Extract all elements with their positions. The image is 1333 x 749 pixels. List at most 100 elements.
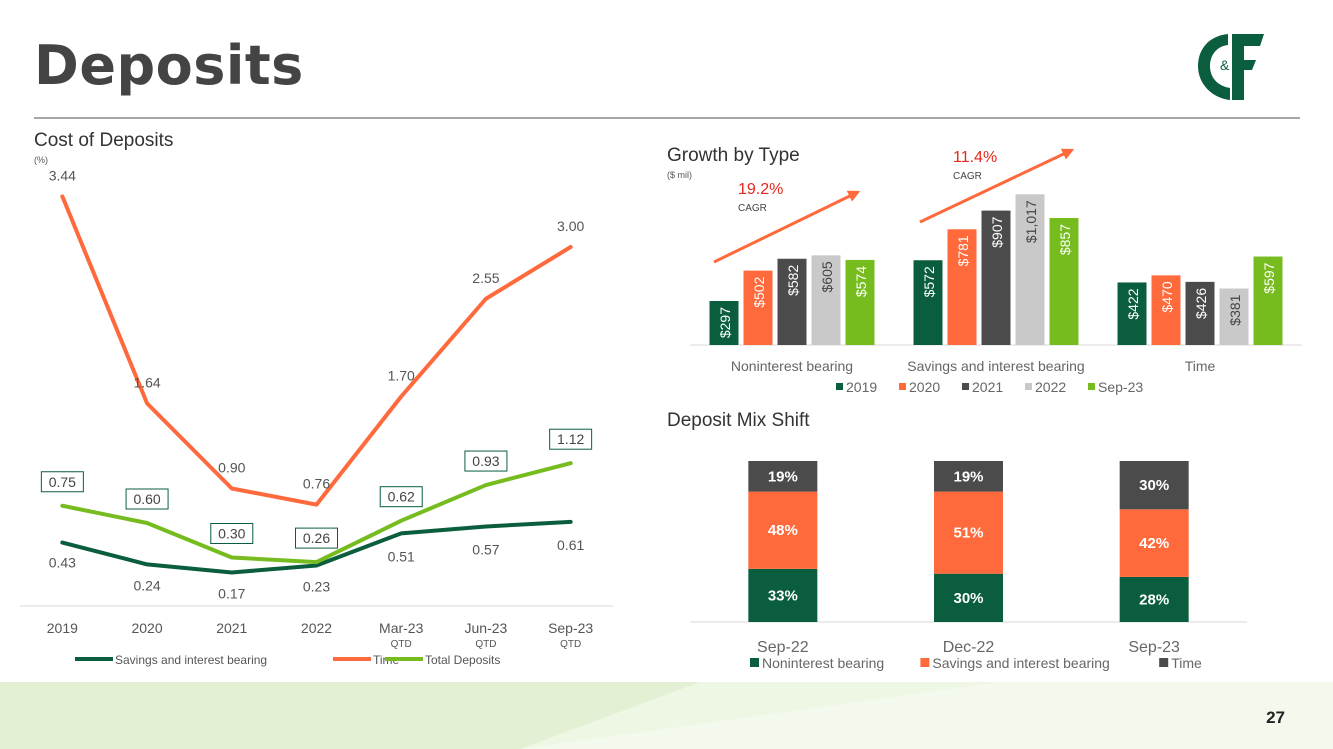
cagr-arrow [713,190,861,264]
cost-data-label: 0.43 [49,555,76,571]
growth-bar-label: $597 [1261,262,1277,293]
growth-bar [947,229,977,345]
growth-legend-swatch [1025,383,1032,390]
cost-total-label-box [464,450,508,472]
mix-category-label: Sep-22 [757,639,809,656]
growth-bar [811,255,841,345]
cost-x-tick-sublabel: QTD [475,639,496,650]
cagr-arrow [919,148,1075,224]
mix-category-label: Sep-23 [1128,639,1180,656]
mix-bar-segment [1119,509,1189,577]
growth-by-type-chart: $297 $502 $582 $605 $574 Noninterest bearing $… [690,148,1302,395]
mix-chart-title: Deposit Mix Shift [667,410,810,431]
mix-bar-segment [748,491,818,569]
growth-bar [777,258,807,345]
cost-data-label: 0.24 [133,577,160,593]
cost-data-label: 0.57 [472,541,499,557]
logo-c-shape [1198,34,1230,100]
growth-legend-swatch [962,383,969,390]
growth-legend-swatch [899,383,906,390]
page-number: 27 [1266,708,1285,727]
mix-segment-label: 19% [768,468,798,485]
cost-of-deposits-chart: 2019 2020 2021 2022 Mar-23 QTD Jun-23 QTD Sep-23… [20,167,613,667]
logo-f-shape [1232,34,1264,100]
cost-x-tick-label: 2021 [216,620,247,636]
cost-series-line-total-deposits [60,461,573,565]
company-logo: & [1198,34,1264,100]
growth-category-label: Time [1185,358,1216,374]
growth-bar [1253,256,1283,345]
mix-bar-segment [1119,576,1189,622]
cost-series-line-savings-and-interest-bearing [60,519,573,575]
growth-bar-label: $781 [955,235,971,266]
mix-segment-label: 30% [1139,477,1169,494]
growth-bar-label: $502 [751,276,767,307]
cost-data-label: 0.17 [218,585,245,601]
growth-bar [1049,218,1079,345]
cost-legend-label: Savings and interest bearing [115,653,267,667]
title-divider [34,117,1300,119]
growth-bar-label: $426 [1193,288,1209,319]
growth-bar-label: $572 [921,266,937,297]
growth-legend-label: 2019 [846,379,877,395]
cost-x-tick-label: 2019 [47,620,78,636]
mix-bar-segment [1119,461,1189,510]
growth-bar [1185,281,1215,345]
cost-total-label-box [210,523,254,544]
cost-chart-title: Cost of Deposits [34,130,174,151]
growth-bar-label: $574 [853,266,869,297]
footer-decoration [0,682,1333,749]
cost-total-label-box [40,471,84,493]
mix-legend-swatch [920,658,930,667]
mix-bar-segment [934,573,1003,622]
growth-bar-label: $470 [1159,281,1175,312]
cost-x-tick-label: 2022 [301,620,332,636]
mix-legend-label: Time [1171,655,1202,671]
growth-bar-label: $297 [717,307,733,338]
cost-data-label: 0.62 [388,489,415,505]
cost-x-tick-sublabel: QTD [391,639,412,650]
cost-data-label: 3.00 [557,218,584,234]
mix-segment-label: 48% [768,522,798,539]
mix-category-label: Dec-22 [943,639,995,656]
growth-legend-label: 2020 [909,379,940,395]
cost-data-label: 1.64 [133,374,160,390]
cost-total-label-box [549,428,593,450]
logo-ampersand: & [1220,57,1230,73]
growth-bar-label: $381 [1227,294,1243,325]
cost-data-label: 0.30 [218,526,245,542]
cost-data-label: 0.76 [303,476,330,492]
cagr-value: 19.2% [738,181,783,198]
mix-legend-swatch [750,658,759,667]
growth-bar-label: $605 [819,261,835,292]
cost-x-tick-label: 2020 [131,620,162,636]
mix-segment-label: 33% [768,587,798,604]
growth-bar [1015,194,1045,345]
cost-chart-unit: (%) [34,155,48,165]
cost-total-label-box [295,527,338,549]
growth-category-label: Noninterest bearing [731,358,853,374]
growth-bar [1117,282,1147,345]
cost-x-tick-label: Jun-23 [465,620,508,636]
growth-bar [913,260,943,345]
mix-segment-label: 42% [1139,535,1169,552]
cost-data-label: 0.75 [49,474,76,490]
cost-x-tick-label: Sep-23 [548,620,593,636]
growth-bar [1219,288,1249,345]
growth-bar-label: $907 [989,216,1005,247]
mix-bar-segment [934,461,1003,492]
cagr-label: CAGR [738,203,767,214]
growth-bar [845,259,875,345]
cost-x-tick-sublabel: QTD [560,639,581,650]
mix-segment-label: 30% [953,590,983,607]
growth-bar [743,270,773,345]
cost-data-label: 0.23 [303,579,330,595]
mix-segment-label: 19% [953,468,983,485]
cost-data-label: 0.51 [388,548,415,564]
mix-bar-segment [748,568,818,622]
mix-bar-segment [934,491,1003,574]
growth-chart-title: Growth by Type [667,145,800,166]
growth-bar [981,210,1011,345]
cost-total-label-box [125,488,169,510]
cost-data-label: 1.12 [557,431,584,447]
